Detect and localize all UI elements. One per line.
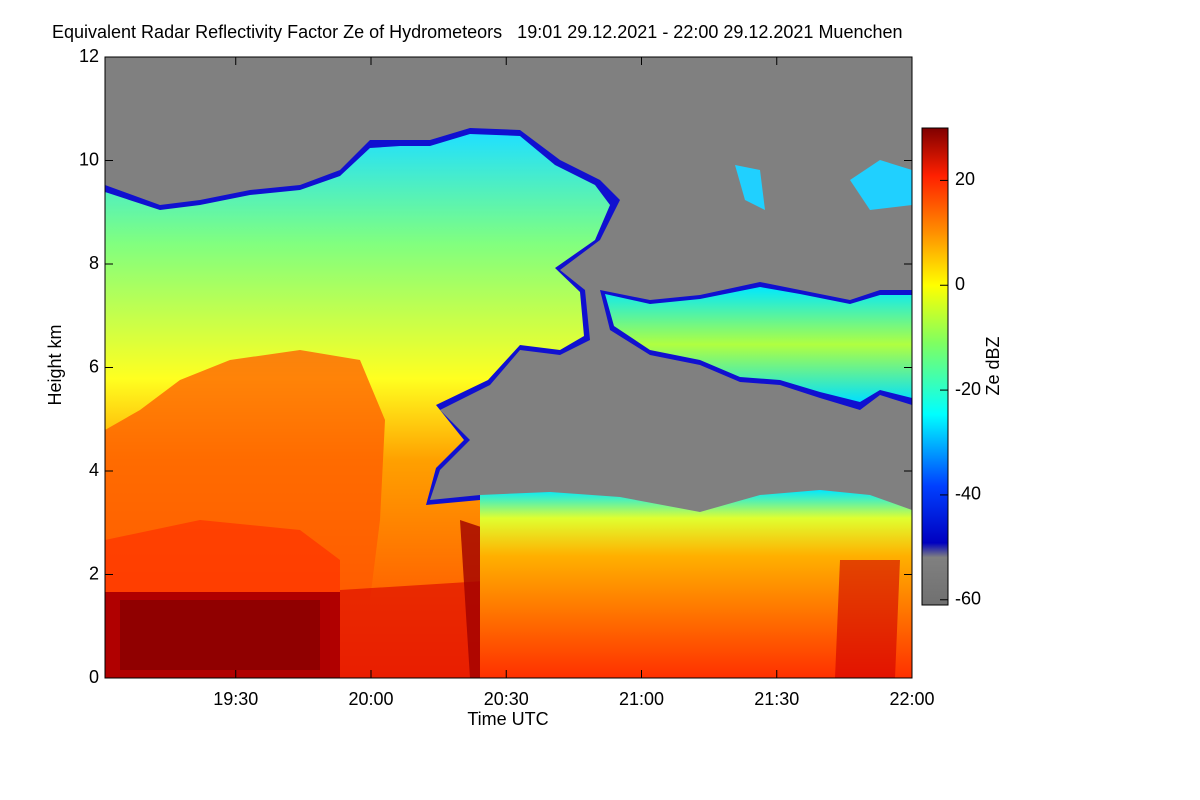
x-tick-label: 20:00 bbox=[348, 689, 393, 709]
colorbar bbox=[921, 127, 949, 606]
x-tick-label: 21:30 bbox=[754, 689, 799, 709]
x-tick-label: 20:30 bbox=[484, 689, 529, 709]
y-tick-label: 12 bbox=[79, 46, 99, 66]
y-tick-label: 4 bbox=[89, 460, 99, 480]
y-tick-label: 6 bbox=[89, 356, 99, 376]
reflectivity-field bbox=[105, 57, 912, 678]
colorbar-tick-label: -20 bbox=[955, 379, 981, 399]
y-tick-label: 0 bbox=[89, 667, 99, 687]
x-tick-label: 21:00 bbox=[619, 689, 664, 709]
y-tick-label: 10 bbox=[79, 149, 99, 169]
x-tick-label: 19:30 bbox=[213, 689, 258, 709]
colorbar-tick-label: -60 bbox=[955, 589, 981, 609]
y-tick-label: 2 bbox=[89, 563, 99, 583]
colorbar-label: Ze dBZ bbox=[983, 336, 1003, 395]
colorbar-tick-label: 0 bbox=[955, 274, 965, 294]
colorbar-tick-label: -40 bbox=[955, 484, 981, 504]
x-axis-label: Time UTC bbox=[467, 709, 548, 729]
x-tick-label: 22:00 bbox=[889, 689, 934, 709]
y-tick-label: 8 bbox=[89, 253, 99, 273]
chart-title: Equivalent Radar Reflectivity Factor Ze … bbox=[52, 22, 903, 42]
colorbar-tick-label: 20 bbox=[955, 169, 975, 189]
y-axis-label: Height km bbox=[45, 324, 65, 405]
